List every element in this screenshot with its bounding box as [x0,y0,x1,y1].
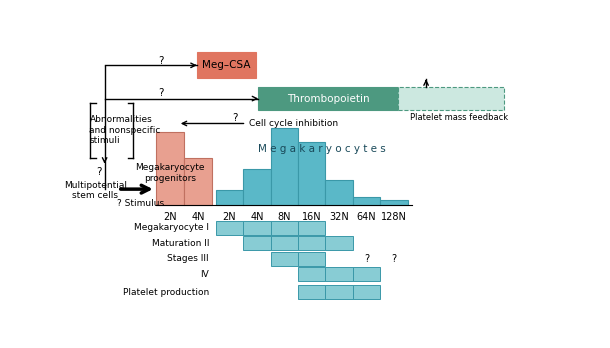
Text: ?: ? [364,254,369,264]
Text: M e g a k a r y o c y t e s: M e g a k a r y o c y t e s [258,144,386,154]
Text: Megakaryocyte
progenitors: Megakaryocyte progenitors [135,163,204,183]
Text: IV: IV [200,270,209,279]
Bar [298,236,325,250]
Text: ?: ? [232,113,237,123]
Text: 2N: 2N [223,212,236,222]
Bar [271,127,298,205]
Bar [216,221,243,235]
Text: ?: ? [96,167,102,177]
Text: 8N: 8N [278,212,291,222]
Bar [298,252,325,266]
Text: Megakaryocyte I: Megakaryocyte I [134,223,209,232]
Bar [325,180,353,205]
Bar [197,53,256,78]
Text: 64N: 64N [357,212,376,222]
Text: Platelet mass feedback: Platelet mass feedback [410,113,508,122]
Text: Cell cycle inhibition: Cell cycle inhibition [249,119,338,128]
Bar [298,267,325,281]
Bar [184,158,212,205]
Text: ? Stimulus: ? Stimulus [117,199,163,208]
Bar [298,285,325,299]
Bar [353,285,380,299]
Bar [298,142,325,205]
Text: Stages III: Stages III [168,254,209,263]
Text: Platelet production: Platelet production [123,287,209,296]
Text: ?: ? [159,88,164,98]
Bar [216,190,243,205]
Bar [271,221,298,235]
Text: 16N: 16N [302,212,321,222]
Text: 2N: 2N [163,212,177,222]
Text: 4N: 4N [192,212,205,222]
Bar [298,221,325,235]
Text: 32N: 32N [329,212,349,222]
Text: Meg–CSA: Meg–CSA [202,60,251,70]
Bar [325,267,353,281]
Bar [325,285,353,299]
Text: Multipotential
stem cells: Multipotential stem cells [63,181,127,200]
Text: ?: ? [392,254,396,264]
Text: 128N: 128N [381,212,407,222]
Text: Maturation II: Maturation II [152,239,209,248]
Bar [243,221,271,235]
Bar [271,252,298,266]
Bar [325,236,353,250]
Bar [380,200,407,205]
Bar [243,236,271,250]
Bar [398,87,504,110]
Bar [353,197,380,205]
Bar [353,267,380,281]
Bar [156,132,184,205]
Text: Thrombopoietin: Thrombopoietin [287,94,369,104]
Bar [271,236,298,250]
Bar [258,87,398,110]
Text: 4N: 4N [250,212,264,222]
Bar [243,169,271,205]
Text: Abnormalities
and nonspecific
stimuli: Abnormalities and nonspecific stimuli [90,115,161,145]
Text: ?: ? [159,56,164,65]
